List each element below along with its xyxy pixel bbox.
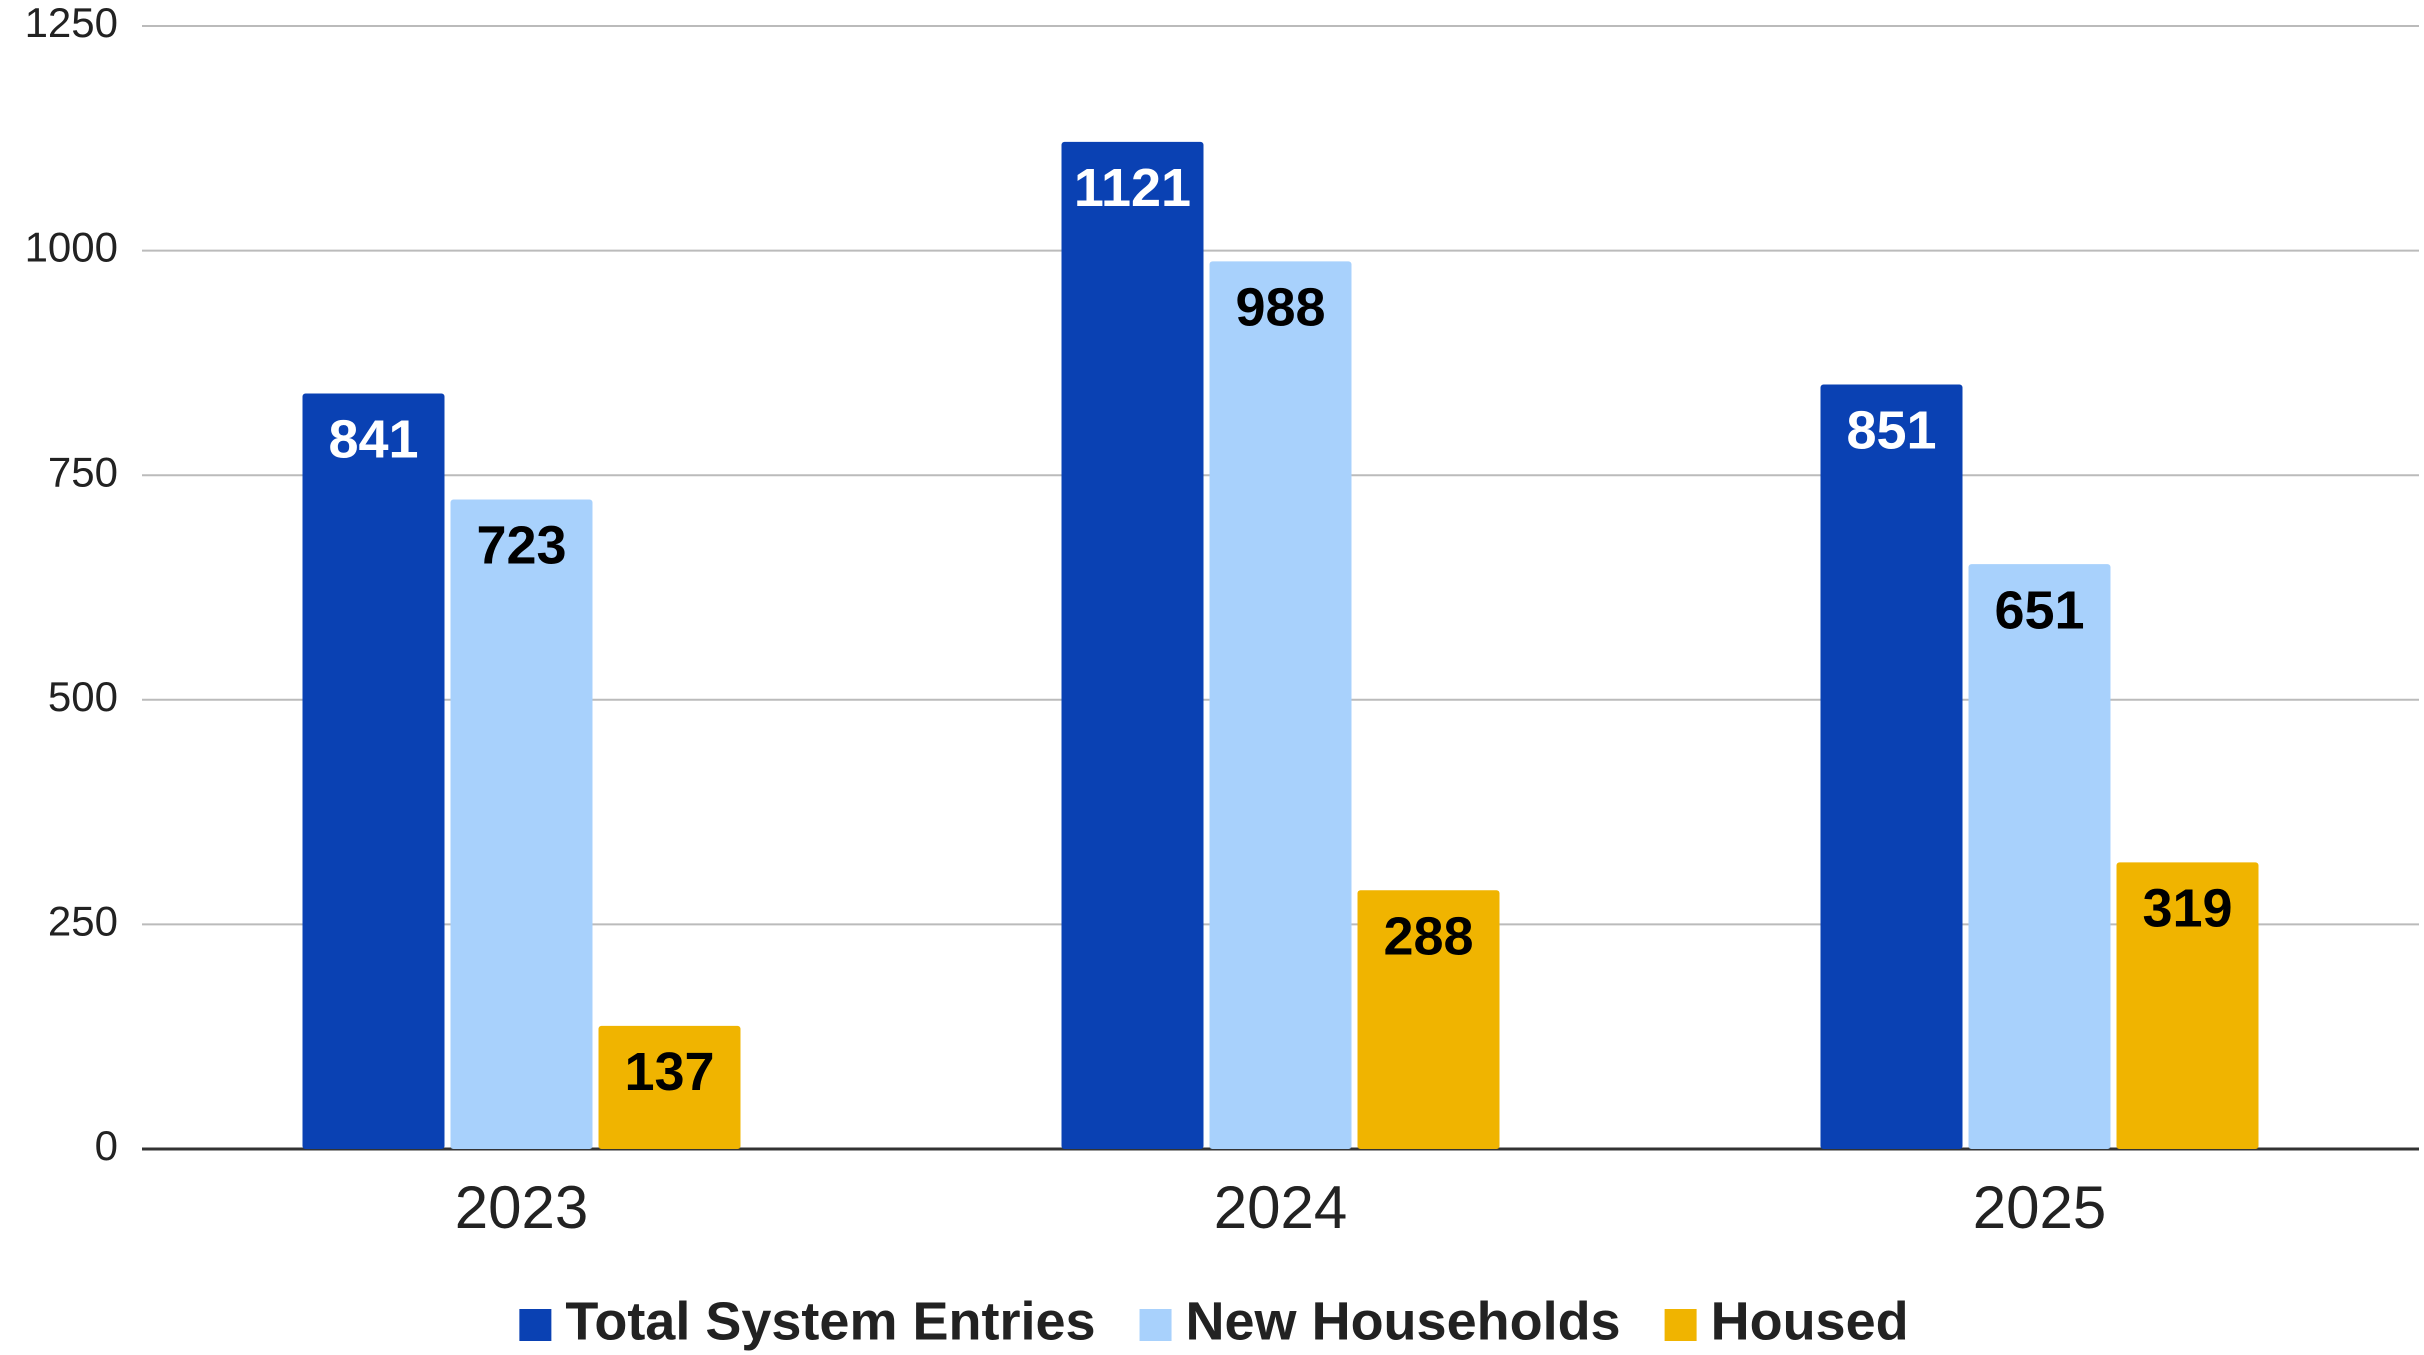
legend-swatch <box>1139 1309 1172 1341</box>
y-tick-label: 1250 <box>25 0 118 46</box>
bar <box>2116 862 2259 1149</box>
x-tick-label: 2025 <box>1973 1174 2106 1241</box>
data-label: 723 <box>476 516 566 576</box>
data-label: 1121 <box>1074 158 1191 218</box>
legend-label: New Households <box>1186 1291 1621 1351</box>
bar <box>1968 564 2111 1149</box>
bar <box>1357 890 1500 1149</box>
y-tick-label: 1000 <box>25 224 118 271</box>
data-label: 288 <box>1383 907 1473 967</box>
data-label: 988 <box>1235 278 1325 338</box>
data-label: 851 <box>1846 401 1936 461</box>
legend-label: Housed <box>1711 1291 1909 1351</box>
bar <box>1061 141 1204 1149</box>
data-label: 319 <box>2142 879 2232 939</box>
bar <box>598 1025 741 1149</box>
y-tick-label: 500 <box>48 673 118 720</box>
bar <box>1820 384 1963 1149</box>
data-label: 137 <box>624 1042 714 1102</box>
bar <box>1209 261 1352 1149</box>
data-label: 651 <box>1994 580 2084 640</box>
legend-swatch <box>519 1309 552 1341</box>
x-tick-label: 2024 <box>1214 1174 1347 1241</box>
legend-swatch <box>1664 1309 1697 1341</box>
x-tick-label: 2023 <box>455 1174 588 1241</box>
data-label: 841 <box>328 410 418 470</box>
y-tick-label: 750 <box>48 448 118 495</box>
bar <box>302 393 445 1150</box>
y-tick-label: 250 <box>48 897 118 944</box>
bar <box>450 499 593 1149</box>
y-tick-label: 0 <box>95 1122 118 1169</box>
legend-label: Total System Entries <box>565 1291 1095 1351</box>
